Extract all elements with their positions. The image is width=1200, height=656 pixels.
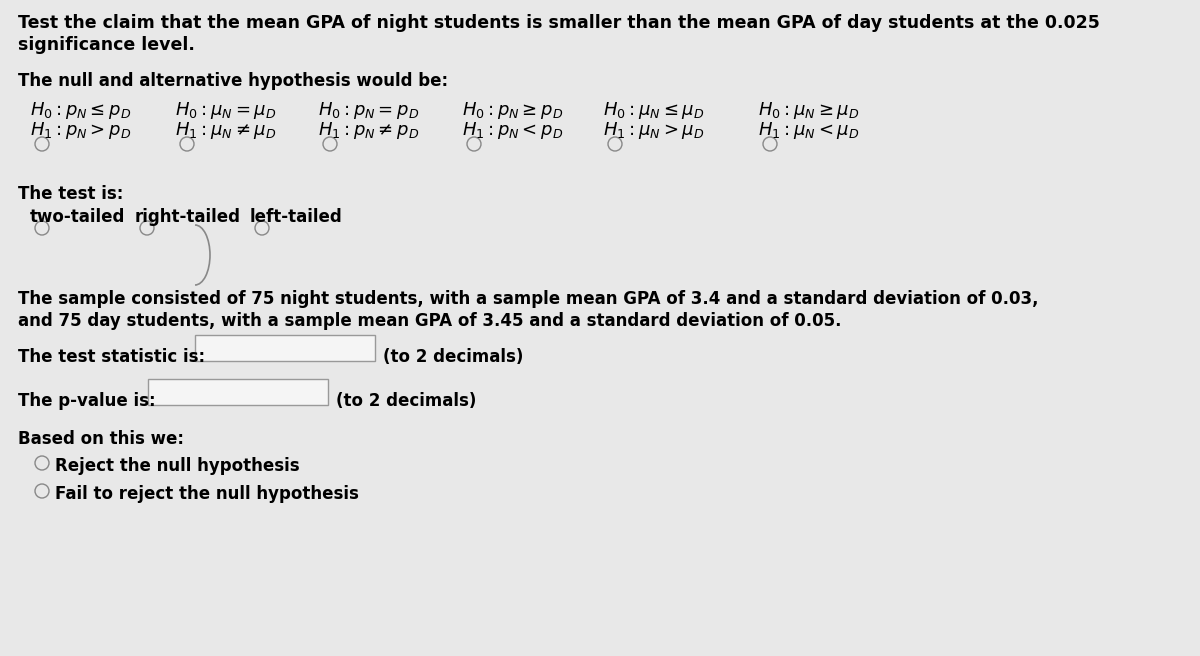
Text: The test is:: The test is:: [18, 185, 124, 203]
Text: $H_1: \mu_N \neq \mu_D$: $H_1: \mu_N \neq \mu_D$: [175, 120, 276, 141]
Text: left-tailed: left-tailed: [250, 208, 343, 226]
Text: The test statistic is:: The test statistic is:: [18, 348, 205, 366]
Text: $H_1: \mu_N > \mu_D$: $H_1: \mu_N > \mu_D$: [604, 120, 704, 141]
Text: $H_1: p_N < p_D$: $H_1: p_N < p_D$: [462, 120, 563, 141]
Text: $H_0: p_N \geq p_D$: $H_0: p_N \geq p_D$: [462, 100, 563, 121]
Text: and 75 day students, with a sample mean GPA of 3.45 and a standard deviation of : and 75 day students, with a sample mean …: [18, 312, 841, 330]
Text: Test the claim that the mean GPA of night students is smaller than the mean GPA : Test the claim that the mean GPA of nigh…: [18, 14, 1100, 32]
Text: significance level.: significance level.: [18, 36, 194, 54]
Text: $H_0: \mu_N \leq \mu_D$: $H_0: \mu_N \leq \mu_D$: [604, 100, 704, 121]
FancyBboxPatch shape: [148, 379, 328, 405]
Text: $H_0: p_N = p_D$: $H_0: p_N = p_D$: [318, 100, 419, 121]
Text: right-tailed: right-tailed: [134, 208, 241, 226]
Text: $H_1: \mu_N < \mu_D$: $H_1: \mu_N < \mu_D$: [758, 120, 859, 141]
FancyBboxPatch shape: [194, 335, 374, 361]
Text: The sample consisted of 75 night students, with a sample mean GPA of 3.4 and a s: The sample consisted of 75 night student…: [18, 290, 1038, 308]
Text: $H_0: \mu_N = \mu_D$: $H_0: \mu_N = \mu_D$: [175, 100, 276, 121]
Text: $H_1: p_N \neq p_D$: $H_1: p_N \neq p_D$: [318, 120, 419, 141]
Text: Reject the null hypothesis: Reject the null hypothesis: [55, 457, 300, 475]
Text: The p-value is:: The p-value is:: [18, 392, 156, 410]
Text: $H_0: \mu_N \geq \mu_D$: $H_0: \mu_N \geq \mu_D$: [758, 100, 859, 121]
Text: $H_1: p_N > p_D$: $H_1: p_N > p_D$: [30, 120, 131, 141]
Text: Fail to reject the null hypothesis: Fail to reject the null hypothesis: [55, 485, 359, 503]
Text: two-tailed: two-tailed: [30, 208, 125, 226]
Text: $H_0: p_N \leq p_D$: $H_0: p_N \leq p_D$: [30, 100, 131, 121]
Text: (to 2 decimals): (to 2 decimals): [336, 392, 476, 410]
Text: The null and alternative hypothesis would be:: The null and alternative hypothesis woul…: [18, 72, 448, 90]
Text: (to 2 decimals): (to 2 decimals): [383, 348, 523, 366]
Text: Based on this we:: Based on this we:: [18, 430, 184, 448]
